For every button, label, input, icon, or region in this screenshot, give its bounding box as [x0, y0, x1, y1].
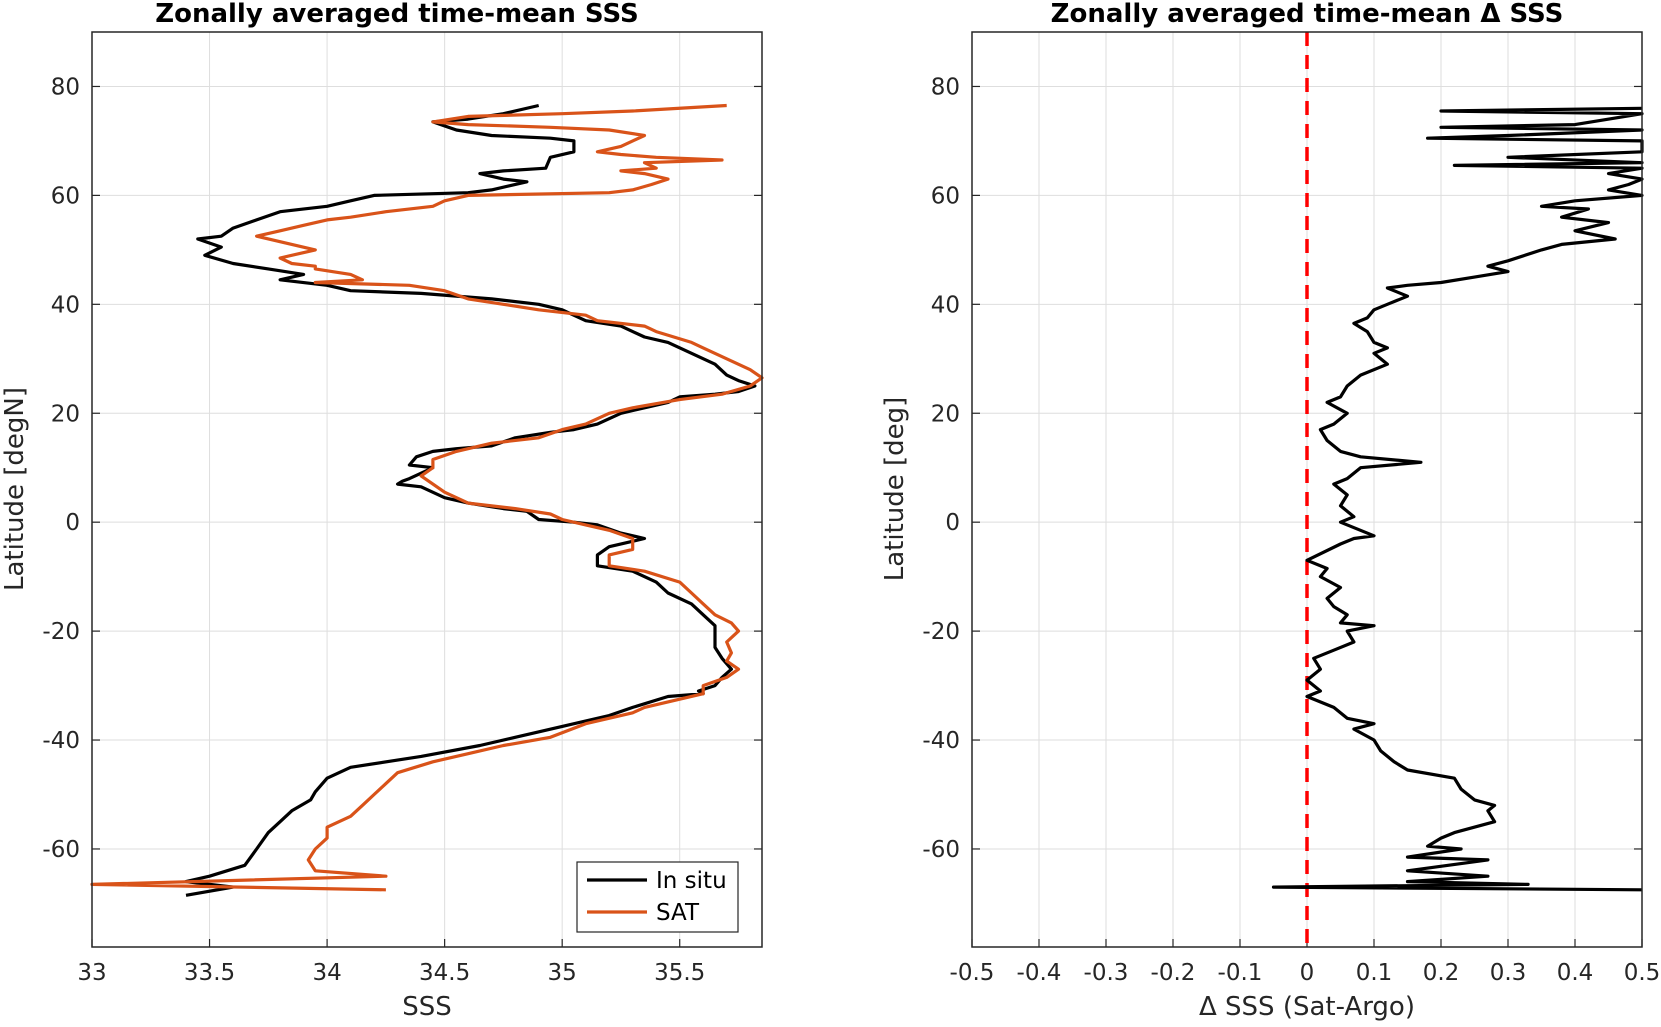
sss-x-tick-label: 33	[77, 960, 106, 986]
delta-x-tick-label: -0.4	[1017, 960, 1062, 986]
sss-x-tick-label: 34	[312, 960, 341, 986]
legend-box	[576, 861, 739, 933]
delta-y-tick-label: 80	[931, 74, 960, 100]
sss-y-tick-label: 40	[51, 292, 80, 318]
delta-y-tick-label: -40	[922, 728, 960, 754]
delta-x-tick-label: 0.4	[1557, 960, 1594, 986]
delta-y-tick-label: -60	[922, 837, 960, 863]
delta-y-tick-label: -20	[922, 619, 960, 645]
delta-x-tick-label: 0.5	[1624, 960, 1661, 986]
delta-x-tick-label: 0.1	[1356, 960, 1393, 986]
delta-y-ticks: -60 -40 -20 0 20 40 60 80	[922, 74, 1642, 863]
delta-y-tick-label: 40	[931, 292, 960, 318]
legend-label-in-situ: In situ	[656, 868, 727, 894]
sss-x-axis-label: SSS	[402, 992, 452, 1022]
delta-x-ticks: -0.5 -0.4 -0.3 -0.2 -0.1 0 0.1 0.2 0.3 0.4 0.5	[950, 939, 1661, 986]
delta-sss-chart-title: Zonally averaged time-mean Δ SSS	[1051, 0, 1564, 29]
sss-x-tick-label: 35	[548, 960, 577, 986]
sss-axes-box	[91, 31, 763, 948]
sss-chart-title: Zonally averaged time-mean SSS	[155, 0, 639, 29]
sss-y-axis-label: Latitude [degN]	[0, 387, 30, 591]
sss-y-tick-label: 80	[51, 74, 80, 100]
sss-y-tick-label: -20	[42, 619, 80, 645]
delta-x-tick-label: -0.1	[1218, 960, 1263, 986]
delta-y-axis-label: Latitude [deg]	[880, 397, 910, 582]
sss-series-line-sat	[90, 103, 764, 892]
sss-y-tick-label: 0	[65, 510, 80, 536]
sss-x-tick-label: 34.5	[419, 960, 470, 986]
delta-x-tick-label: -0.2	[1151, 960, 1196, 986]
sss-panel: Zonally averaged time-mean SSS 33 33.5 34 3…	[0, 0, 764, 1022]
legend-label-sat: SAT	[656, 900, 700, 926]
sss-x-tick-label: 33.5	[184, 960, 235, 986]
delta-y-tick-label: 60	[931, 183, 960, 209]
sss-grid	[91, 32, 762, 947]
sss-series-group	[90, 103, 764, 897]
sss-x-ticks: 33 33.5 34 34.5 35 35.5	[77, 939, 705, 986]
delta-x-axis-label: Δ SSS (Sat-Argo)	[1199, 992, 1415, 1022]
delta-sss-panel: Zonally averaged time-mean Δ SSS -0.5 -0.…	[880, 0, 1660, 1022]
delta-x-tick-label: 0.3	[1490, 960, 1527, 986]
delta-x-tick-label: -0.5	[950, 960, 995, 986]
delta-x-tick-label: 0	[1300, 960, 1315, 986]
delta-x-tick-label: 0.2	[1423, 960, 1460, 986]
sss-y-tick-label: 60	[51, 183, 80, 209]
sss-y-ticks: -60 -40 -20 0 20 40 60 80	[42, 74, 762, 863]
sss-x-tick-label: 35.5	[654, 960, 705, 986]
sss-y-tick-label: -60	[42, 837, 80, 863]
sss-y-tick-label: -40	[42, 728, 80, 754]
delta-y-tick-label: 0	[945, 510, 960, 536]
delta-x-tick-label: -0.3	[1084, 960, 1129, 986]
delta-y-tick-label: 20	[931, 401, 960, 427]
sss-y-tick-label: 20	[51, 401, 80, 427]
delta-axes-box	[971, 31, 1643, 948]
sss-legend: In situ SAT	[576, 861, 739, 933]
